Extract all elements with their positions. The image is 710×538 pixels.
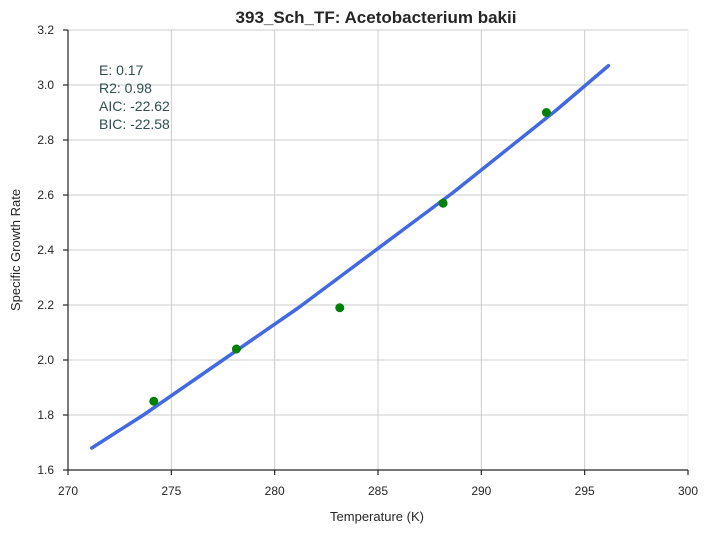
chart-title: 393_Sch_TF: Acetobacterium bakii <box>236 8 517 27</box>
y-tick-label: 2.4 <box>37 243 54 257</box>
y-tick-label: 3.2 <box>37 23 54 37</box>
annotation-bic: BIC: -22.58 <box>99 116 170 132</box>
data-point <box>335 303 345 313</box>
x-tick-label: 275 <box>161 484 181 498</box>
fit-statistics: E: 0.17 R2: 0.98 AIC: -22.62 BIC: -22.58 <box>99 62 170 132</box>
data-point <box>541 108 551 117</box>
y-tick-labels: 1.6 1.8 2.0 2.2 2.4 2.6 2.8 3.0 3.2 <box>37 23 54 477</box>
data-point <box>149 396 159 406</box>
annotation-e: E: 0.17 <box>99 62 144 78</box>
y-tick-label: 1.6 <box>37 463 54 477</box>
fitted-curve-line <box>90 64 611 450</box>
x-tick-label: 280 <box>265 484 285 498</box>
y-tick-label: 1.8 <box>37 408 54 422</box>
x-tick-label: 270 <box>58 484 78 498</box>
x-tick-labels: 270 275 280 285 290 295 300 <box>58 484 698 498</box>
y-tick-label: 2.2 <box>37 298 54 312</box>
x-axis-label: Temperature (K) <box>330 509 424 524</box>
x-tick-label: 285 <box>368 484 388 498</box>
x-tick-label: 300 <box>678 484 698 498</box>
data-point <box>438 198 448 208</box>
data-point <box>231 344 241 354</box>
annotation-r2: R2: 0.98 <box>99 80 152 96</box>
axes <box>63 29 689 475</box>
y-tick-label: 3.0 <box>37 78 54 92</box>
series <box>90 64 611 450</box>
y-tick-label: 2.6 <box>37 188 54 202</box>
y-tick-label: 2.0 <box>37 353 54 367</box>
x-tick-label: 295 <box>575 484 595 498</box>
x-tick-label: 290 <box>471 484 491 498</box>
annotation-aic: AIC: -22.62 <box>99 98 170 114</box>
y-axis-label: Specific Growth Rate <box>8 189 23 311</box>
y-tick-label: 2.8 <box>37 133 54 147</box>
